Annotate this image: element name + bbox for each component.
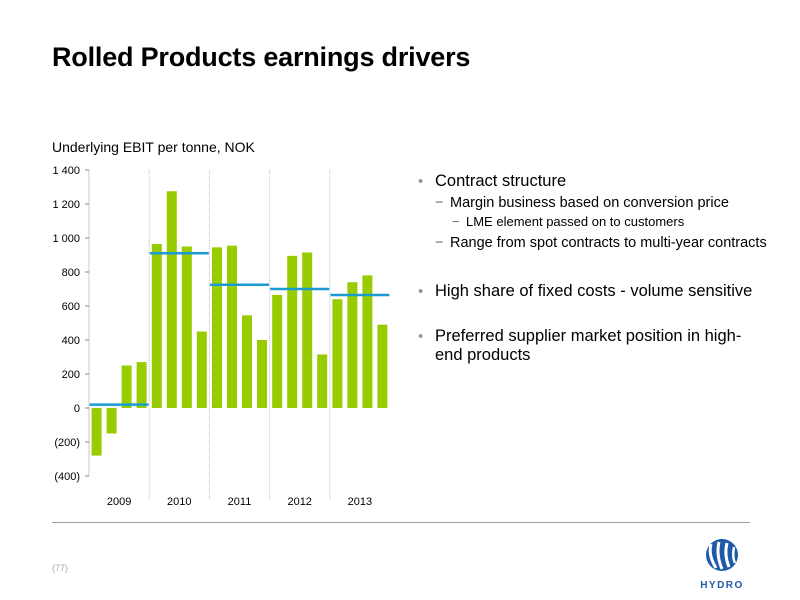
bar <box>242 315 252 408</box>
bar <box>181 246 192 408</box>
bar <box>151 243 162 408</box>
logo-text: HYDRO <box>700 580 744 591</box>
sub-bullet-range-contracts: Range from spot contracts to multi-year … <box>418 235 768 252</box>
bar <box>91 408 102 456</box>
y-tick-label: (200) <box>54 437 80 449</box>
y-tick-label: 1 200 <box>52 199 80 211</box>
bar <box>377 324 388 408</box>
sub-bullet-margin-business: Margin business based on conversion pric… <box>418 195 768 212</box>
x-tick-label: 2011 <box>228 496 252 508</box>
bar <box>287 255 298 408</box>
x-tick-label: 2009 <box>107 496 131 508</box>
bullet-preferred-supplier: Preferred supplier market position in hi… <box>418 327 768 365</box>
bar <box>106 408 117 434</box>
y-tick-label: 1 400 <box>52 165 80 177</box>
bar <box>302 252 313 408</box>
footer-divider <box>52 522 750 523</box>
bullet-contract-structure: Contract structure <box>418 172 768 191</box>
y-tick-label: 0 <box>74 403 80 415</box>
y-tick-label: 800 <box>62 267 80 279</box>
bar <box>227 245 237 408</box>
slide-title: Rolled Products earnings drivers <box>52 42 471 72</box>
y-tick-label: 200 <box>62 369 80 381</box>
page-number: (77) <box>52 563 69 573</box>
bar <box>272 294 283 408</box>
bullet-list: Contract structure Margin business based… <box>418 172 768 365</box>
y-tick-label: 600 <box>62 301 80 313</box>
bar <box>362 275 373 408</box>
bar <box>121 365 132 408</box>
bullet-fixed-costs: High share of fixed costs - volume sensi… <box>418 282 768 301</box>
bar <box>166 191 177 408</box>
hydro-logo: HYDRO <box>700 539 744 591</box>
bar <box>136 362 147 408</box>
chart-title: Underlying EBIT per tonne, NOK <box>52 139 255 155</box>
bar <box>257 340 267 408</box>
y-tick-label: (400) <box>54 471 80 483</box>
bar <box>347 282 358 408</box>
ebit-bar-chart: (400) (200) 0 200 400 600 800 1 000 1 200 1 400 20… <box>52 165 390 508</box>
bar <box>212 247 222 408</box>
x-tick-label: 2012 <box>287 496 311 508</box>
bar <box>317 354 328 408</box>
x-tick-label: 2013 <box>348 496 372 508</box>
y-tick-label: 400 <box>62 335 80 347</box>
bar <box>196 331 207 408</box>
y-tick-label: 1 000 <box>52 233 80 245</box>
sub-sub-bullet-lme-element: LME element passed on to customers <box>418 214 768 230</box>
x-tick-label: 2010 <box>167 496 191 508</box>
bar <box>332 299 343 408</box>
